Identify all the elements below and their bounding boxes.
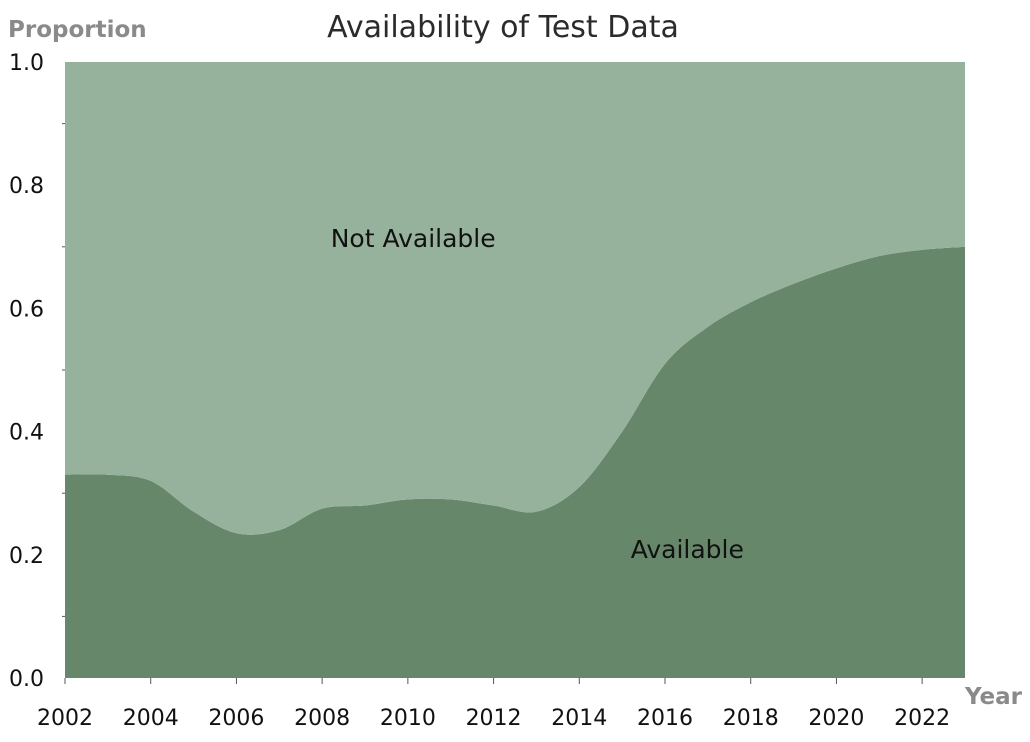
y-tick-label: 0.8 <box>9 174 44 199</box>
x-tick-label: 2014 <box>551 706 607 731</box>
annotation-not-available: Not Available <box>331 224 496 253</box>
y-tick-label: 1.0 <box>9 51 44 76</box>
x-tick-label: 2018 <box>723 706 779 731</box>
x-tick-label: 2020 <box>808 706 864 731</box>
y-tick-label: 0.0 <box>9 667 44 692</box>
y-tick-label: 0.4 <box>9 421 44 446</box>
annotation-available: Available <box>631 535 744 564</box>
x-tick-label: 2002 <box>37 706 93 731</box>
chart-annotations: Not Available Available <box>331 224 744 564</box>
x-tick-label: 2022 <box>894 706 950 731</box>
x-axis-ticks: 2002 2004 2006 2008 2010 2012 2014 2016 2018 2020… <box>37 678 950 731</box>
area-not-available <box>65 62 965 535</box>
y-tick-label: 0.2 <box>9 544 44 569</box>
x-tick-label: 2010 <box>380 706 436 731</box>
chart-title: Availability of Test Data <box>327 10 679 45</box>
x-tick-label: 2006 <box>208 706 264 731</box>
y-axis-ticks: 0.0 0.2 0.4 0.6 0.8 1.0 <box>9 51 65 692</box>
x-tick-label: 2012 <box>466 706 522 731</box>
chart-areas <box>65 62 965 679</box>
y-axis-title: Proportion <box>8 17 147 43</box>
x-tick-label: 2016 <box>637 706 693 731</box>
y-tick-label: 0.6 <box>9 297 44 322</box>
x-axis-title: Year <box>964 684 1023 710</box>
x-tick-label: 2004 <box>123 706 179 731</box>
x-tick-label: 2008 <box>294 706 350 731</box>
area-available <box>65 246 965 679</box>
